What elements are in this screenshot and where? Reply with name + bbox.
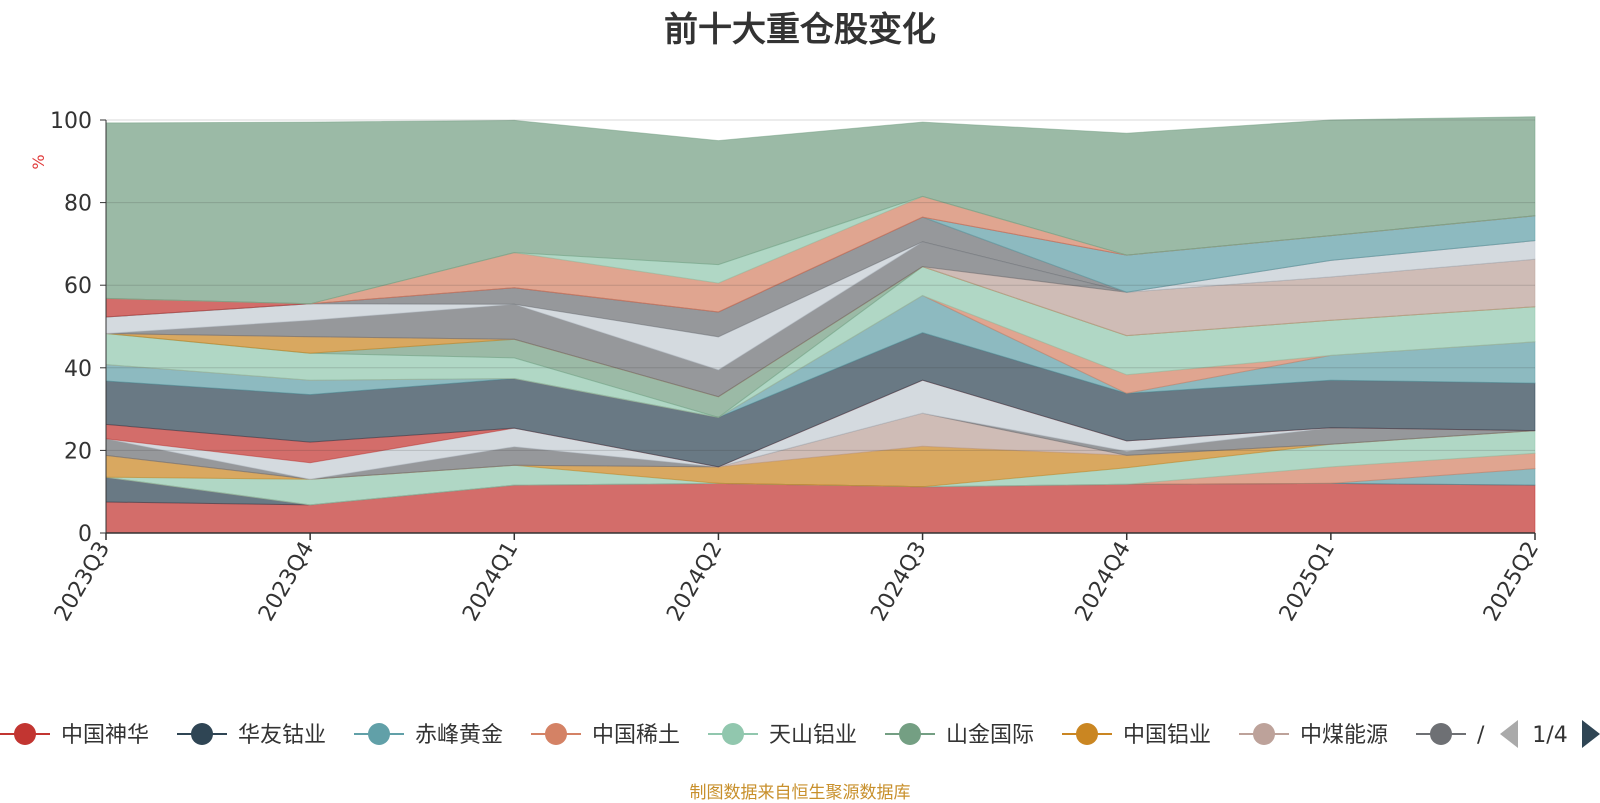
legend-prev-page-icon[interactable] <box>1500 720 1518 748</box>
y-tick-label: 80 <box>64 192 92 217</box>
x-tick-label: 2023Q4 <box>254 538 319 626</box>
x-tick-label: 2025Q2 <box>1479 538 1544 626</box>
legend-item[interactable]: 中国稀土 <box>531 723 680 748</box>
x-tick-label: 2025Q1 <box>1275 538 1340 626</box>
x-tick-label: 2024Q4 <box>1071 538 1136 626</box>
legend-marker <box>14 723 36 745</box>
legend-item[interactable]: 中国铝业 <box>1062 723 1211 748</box>
legend-label: / <box>1477 723 1485 748</box>
legend-item[interactable]: 中煤能源 <box>1239 723 1388 748</box>
source-note: 制图数据来自恒生聚源数据库 <box>689 783 911 803</box>
x-tick-label: 2023Q3 <box>50 538 115 626</box>
y-axis-unit-label: % <box>29 154 48 169</box>
legend-marker <box>368 723 390 745</box>
legend-item[interactable]: 山金国际 <box>885 723 1034 748</box>
x-tick-label: 2024Q2 <box>662 538 727 626</box>
y-tick-label: 20 <box>64 439 92 464</box>
legend-marker <box>722 723 744 745</box>
legend-marker <box>545 723 567 745</box>
legend-marker <box>1430 723 1452 745</box>
legend-label: 中煤能源 <box>1300 723 1388 748</box>
legend-marker <box>1076 723 1098 745</box>
y-tick-label: 60 <box>64 274 92 299</box>
y-tick-label: 0 <box>78 522 92 547</box>
legend-page-indicator: 1/4 <box>1532 723 1567 748</box>
legend-label: 中国铝业 <box>1123 723 1211 748</box>
x-tick-label: 2024Q1 <box>458 538 523 626</box>
legend-marker <box>899 723 921 745</box>
legend-label: 中国神华 <box>61 723 149 748</box>
legend-label: 赤峰黄金 <box>415 723 503 748</box>
legend-label: 华友钴业 <box>238 723 326 748</box>
legend-next-page-icon[interactable] <box>1582 720 1600 748</box>
x-tick-label: 2024Q3 <box>866 538 931 626</box>
area-series-26 <box>105 116 1536 305</box>
y-tick-label: 40 <box>64 357 92 382</box>
chart-title: 前十大重仓股变化 <box>664 10 936 50</box>
legend-label: 中国稀土 <box>592 723 680 748</box>
legend-marker <box>1253 723 1275 745</box>
legend-item[interactable]: 华友钴业 <box>177 723 326 748</box>
legend-label: 天山铝业 <box>769 723 857 748</box>
legend-item[interactable]: 中国神华 <box>0 723 149 748</box>
legend-item[interactable]: 赤峰黄金 <box>354 723 503 748</box>
legend-marker <box>191 723 213 745</box>
legend-item[interactable]: / <box>1416 723 1485 748</box>
legend-label: 山金国际 <box>946 723 1034 748</box>
legend-item[interactable]: 天山铝业 <box>708 723 857 748</box>
y-tick-label: 100 <box>50 109 92 134</box>
